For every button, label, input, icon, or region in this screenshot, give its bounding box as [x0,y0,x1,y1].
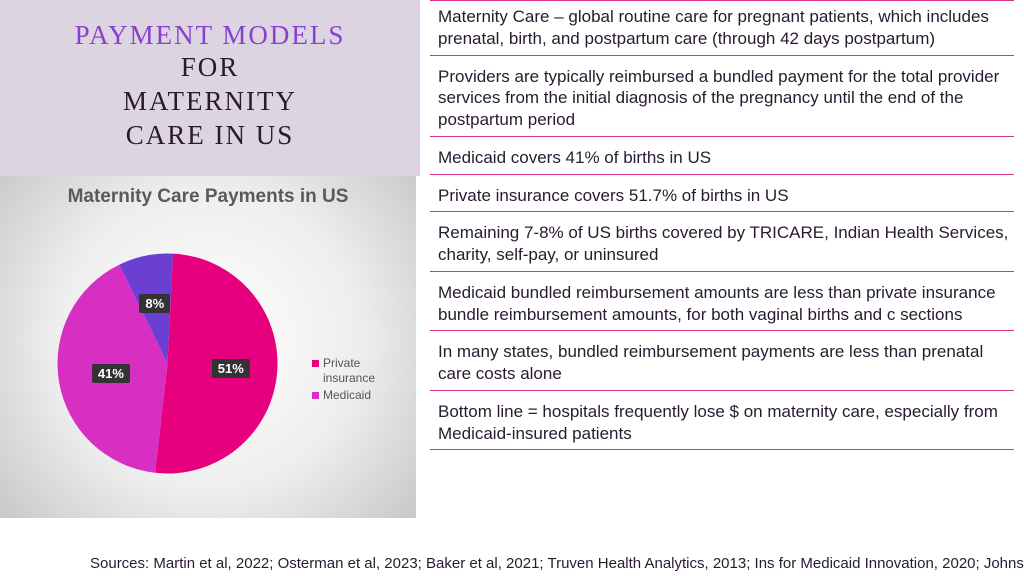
bullet-item: Providers are typically reimbursed a bun… [430,56,1014,137]
sources-line: Sources: Martin et al, 2022; Osterman et… [90,555,1020,572]
title-line-3: MATERNITY [18,85,402,119]
legend-item: Medicaid [312,388,398,403]
bullet-item: In many states, bundled reimbursement pa… [430,331,1014,391]
bullet-item: Maternity Care – global routine care for… [430,0,1014,56]
pie-slice-label: 41% [92,364,130,383]
bullet-item: Medicaid covers 41% of births in US [430,137,1014,175]
legend-item: Private insurance [312,356,398,386]
title-line-2: FOR [18,51,402,85]
legend-label: Medicaid [323,388,371,403]
title-block: PAYMENT MODELS FOR MATERNITY CARE IN US [0,0,420,176]
chart-title: Maternity Care Payments in US [0,176,416,209]
bullet-item: Medicaid bundled reimbursement amounts a… [430,272,1014,332]
pie-chart-area: Maternity Care Payments in US Private in… [0,176,416,518]
legend-swatch [312,392,319,399]
left-column: PAYMENT MODELS FOR MATERNITY CARE IN US … [0,0,420,518]
pie-slice-label: 51% [212,359,250,378]
title-line-1: PAYMENT MODELS [18,20,402,51]
bullet-item: Bottom line = hospitals frequently lose … [430,391,1014,451]
bullet-item: Remaining 7-8% of US births covered by T… [430,212,1014,272]
pie-slice-label: 8% [139,294,170,313]
bullet-item: Private insurance covers 51.7% of births… [430,175,1014,213]
title-line-4: CARE IN US [18,119,402,153]
legend-label: Private insurance [323,356,398,386]
legend-swatch [312,360,319,367]
chart-legend: Private insurance Medicaid [312,356,398,405]
bullet-list: Maternity Care – global routine care for… [430,0,1020,462]
